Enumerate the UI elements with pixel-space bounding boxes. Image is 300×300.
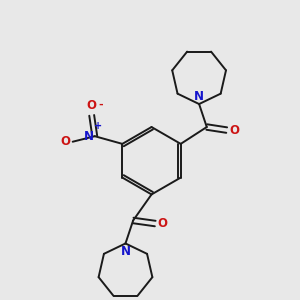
Text: N: N <box>194 89 204 103</box>
Text: O: O <box>60 135 70 148</box>
Text: -: - <box>98 100 103 110</box>
Text: O: O <box>87 99 97 112</box>
Text: O: O <box>158 217 168 230</box>
Text: N: N <box>84 130 94 143</box>
Text: O: O <box>229 124 239 136</box>
Text: +: + <box>94 121 102 131</box>
Text: N: N <box>121 245 130 258</box>
